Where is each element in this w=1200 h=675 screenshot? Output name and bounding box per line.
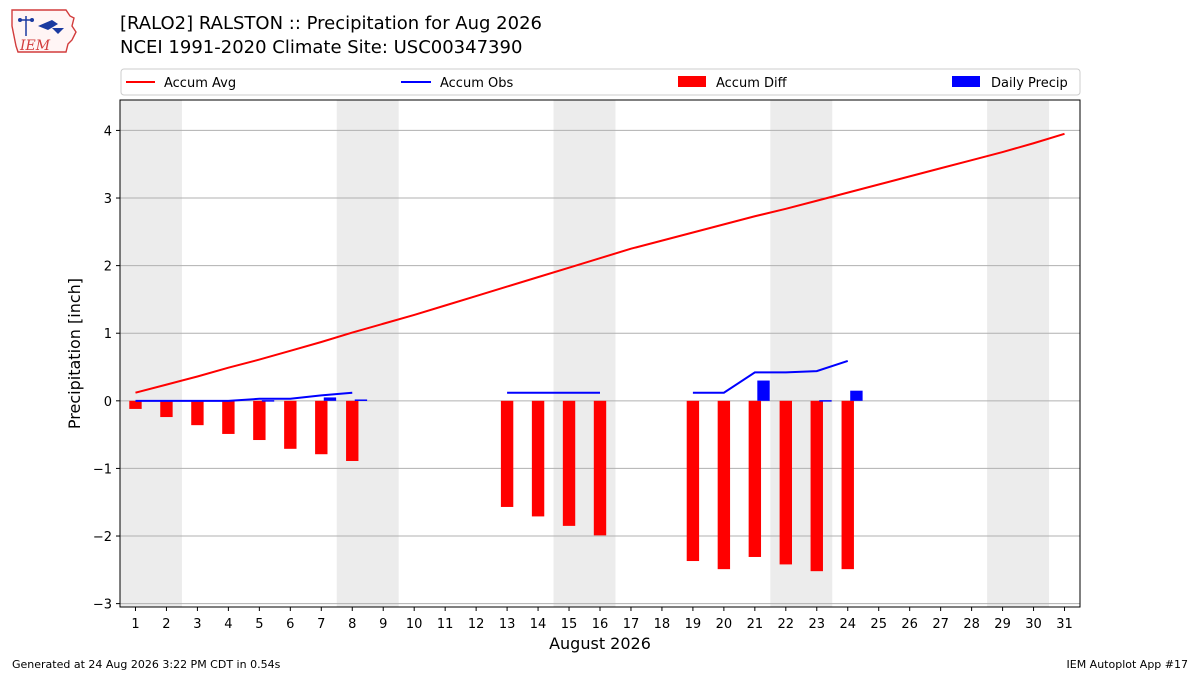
accum-diff-bar [500,400,514,507]
legend-accum-diff-swatch [678,76,706,87]
accum-diff-bar [593,400,607,536]
x-tick-label: 9 [379,617,387,632]
accum-diff-bar [748,400,762,557]
y-axis-label: Precipitation [inch] [65,278,84,429]
iem-iowa-logo-icon: IEM [11,9,77,54]
daily-precip-bar [261,400,275,402]
x-axis-label: August 2026 [549,634,651,653]
x-tick-label: 2 [162,617,170,632]
x-tick-label: 18 [654,617,671,632]
accum-diff-bar [222,400,235,434]
x-tick-label: 17 [623,617,640,632]
y-tick-label: −3 [93,598,112,613]
x-tick-label: 21 [747,617,764,632]
accum-diff-bar [129,400,142,409]
legend-accum-avg-label: Accum Avg [164,76,236,91]
daily-precip-bar [819,400,832,402]
daily-precip-bar [757,380,770,401]
x-tick-label: 4 [224,617,232,632]
x-tick-label: 26 [901,617,918,632]
weekend-shade [336,100,399,607]
x-tick-label: 10 [406,617,423,632]
daily-precip-bar [354,399,368,401]
y-tick-label: −1 [93,462,112,477]
x-tick-label: 12 [468,617,485,632]
legend-box [120,68,1081,96]
x-tick-label: 8 [348,617,356,632]
legend-accum-obs-label: Accum Obs [440,76,513,91]
x-tick-label: 15 [561,617,578,632]
x-tick-label: 19 [685,617,702,632]
x-tick-label: 13 [499,617,516,632]
accum-diff-bar [346,400,359,461]
y-tick-label: 1 [104,327,112,342]
x-tick-label: 7 [317,617,325,632]
accum-diff-bar [810,400,823,572]
x-tick-label: 29 [994,617,1011,632]
x-tick-label: 14 [530,617,547,632]
x-tick-label: 28 [963,617,980,632]
accum-diff-bar [686,400,700,562]
weekend-shade [987,100,1050,607]
accum-diff-bar [160,400,173,418]
accum-diff-bar [779,400,792,565]
x-tick-label: 5 [255,617,263,632]
accum-obs-line [135,391,353,402]
x-tick-label: 24 [839,617,856,632]
x-tick-label: 31 [1056,617,1073,632]
x-tick-label: 25 [870,617,887,632]
x-tick-label: 30 [1025,617,1042,632]
accum-diff-bar [562,400,576,526]
legend-accum-diff-label: Accum Diff [716,76,788,91]
y-tick-label: −2 [93,530,112,545]
chart-subtitle: NCEI 1991-2020 Climate Site: USC00347390 [120,37,523,58]
accum-diff-bar [531,400,545,517]
generated-timestamp: Generated at 24 Aug 2026 3:22 PM CDT in … [12,658,281,671]
accum-diff-bar [717,400,731,570]
iem-logo: IEM [8,6,80,62]
y-tick-label: 4 [104,124,112,139]
y-tick-label: 3 [104,192,112,207]
x-tick-label: 22 [778,617,795,632]
x-tick-label: 11 [437,617,454,632]
accum-obs-line [692,359,849,394]
accum-diff-bar [191,400,204,426]
daily-precip-bar [850,390,863,401]
x-tick-label: 16 [592,617,609,632]
accum-diff-bar [841,400,854,570]
accum-diff-bar [253,400,266,441]
daily-precip-bar [323,397,337,401]
weekend-shade [120,100,182,607]
x-tick-label: 3 [193,617,201,632]
chart-title: [RALO2] RALSTON :: Precipitation for Aug… [120,13,542,34]
app-label: IEM Autoplot App #17 [1066,658,1189,671]
logo-text: IEM [19,38,51,54]
accum-diff-bar [284,400,297,449]
x-tick-label: 6 [286,617,294,632]
y-tick-label: 0 [104,395,112,410]
accum-diff-bar [315,400,328,455]
legend-daily-precip-swatch [952,76,980,87]
y-tick-label: 2 [104,260,112,275]
accum-avg-line [135,132,1065,394]
x-tick-label: 1 [131,617,139,632]
legend-daily-precip-label: Daily Precip [991,76,1068,91]
x-tick-label: 27 [932,617,949,632]
x-tick-label: 23 [809,617,826,632]
x-tick-label: 20 [716,617,733,632]
